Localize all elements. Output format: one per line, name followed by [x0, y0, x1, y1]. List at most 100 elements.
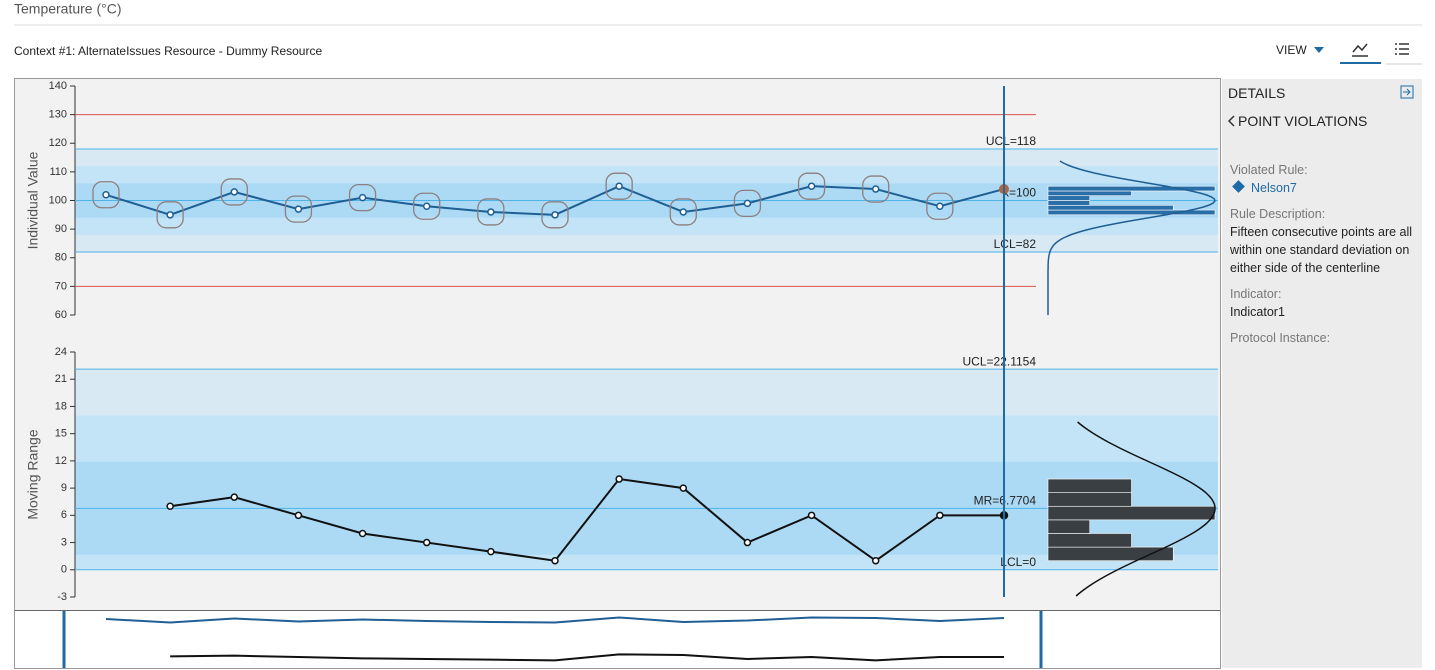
data-point: [358, 529, 367, 538]
histogram-bar: [1047, 519, 1091, 534]
data-point: [230, 188, 239, 196]
data-point: [551, 211, 559, 219]
page-title: Temperature (°C): [14, 1, 122, 17]
data-point: [871, 556, 880, 565]
y-tick-label: 9: [61, 482, 67, 494]
y-tick-label: 80: [55, 252, 67, 264]
data-point: [422, 202, 431, 210]
y-tick-label: -3: [57, 591, 67, 603]
collapse-icon[interactable]: [1400, 85, 1414, 99]
histogram-bar: [1047, 546, 1174, 562]
y-tick-label: 6: [61, 509, 67, 521]
field-value[interactable]: Nelson7: [1230, 179, 1416, 197]
normal-curve: [1075, 421, 1216, 597]
data-point: [743, 538, 752, 547]
normal-curve: [1047, 160, 1216, 315]
y-tick-label: 15: [55, 428, 67, 440]
section-title[interactable]: POINT VIOLATIONS: [1238, 113, 1368, 129]
details-title: DETAILS: [1228, 85, 1286, 101]
y-tick-label: 120: [49, 137, 67, 149]
data-point: [102, 191, 110, 199]
data-point: [551, 556, 559, 565]
back-icon[interactable]: [1227, 114, 1237, 128]
data-point: [807, 182, 816, 190]
violation-highlight: [541, 201, 569, 229]
y-tick-label: 0: [61, 564, 67, 576]
y-tick-label: 140: [49, 80, 67, 92]
histogram-bar: [1047, 204, 1174, 211]
violation-highlight: [605, 172, 633, 200]
data-point: [487, 547, 495, 556]
violation-highlight: [862, 175, 890, 203]
data-point: [294, 205, 303, 213]
list-icon[interactable]: [1395, 43, 1409, 55]
y-tick-label: 24: [55, 346, 67, 358]
y-axis-label: Moving Range: [25, 429, 41, 519]
violation-highlight: [220, 178, 248, 206]
details-fields: Violated Rule: Nelson7 Rule Description: Fi…: [1230, 153, 1416, 347]
series-line: [170, 477, 1004, 562]
histogram-bar: [1047, 185, 1216, 192]
y-axis-label: Individual Value: [25, 151, 41, 249]
data-point: [679, 208, 688, 216]
control-limit-label: UCL=22.1154: [963, 354, 1037, 368]
rule-icon: [1232, 180, 1245, 193]
data-point: [615, 475, 623, 483]
data-point: [871, 185, 880, 193]
data-point: [936, 202, 944, 210]
field-value: Fifteen consecutive points are all withi…: [1230, 225, 1413, 275]
data-point: [422, 538, 431, 547]
y-tick-label: 110: [49, 166, 67, 178]
violation-highlight: [92, 181, 120, 209]
histogram-bar: [1047, 533, 1132, 548]
violation-highlight: [156, 201, 184, 229]
data-point: [936, 511, 944, 520]
view-button[interactable]: VIEW: [1276, 43, 1307, 57]
field-label: Indicator:: [1230, 287, 1282, 301]
control-limit-label: UCL=118: [986, 134, 1036, 148]
y-tick-label: 70: [55, 280, 67, 292]
rule-name[interactable]: Nelson7: [1251, 181, 1297, 195]
field-label: Rule Description:: [1230, 207, 1326, 221]
histogram-bar: [1047, 478, 1132, 493]
data-point: [679, 484, 688, 492]
overview-strip: [15, 611, 1220, 668]
field-value: Indicator1: [1230, 305, 1285, 319]
violation-highlight: [669, 198, 697, 226]
field-label: Violated Rule:: [1230, 163, 1308, 177]
overview-line: [170, 653, 1004, 662]
violation-highlight: [477, 198, 505, 226]
y-tick-label: 12: [55, 455, 67, 467]
data-point: [230, 493, 239, 501]
data-point: [166, 502, 174, 511]
histogram-bar: [1047, 190, 1132, 197]
overview-line: [105, 616, 1005, 624]
y-tick-label: 18: [55, 400, 67, 412]
data-point: [166, 211, 174, 219]
violation-highlight: [413, 192, 441, 220]
chart-icon[interactable]: [1340, 43, 1381, 64]
view-dropdown-arrow[interactable]: [1314, 47, 1324, 53]
histogram-bar: [1047, 505, 1216, 521]
violation-highlight: [348, 183, 377, 212]
data-point: [807, 511, 816, 520]
details-panel: DETAILS POINT VIOLATIONS Violated Rule: N…: [1222, 79, 1422, 668]
violation-highlight: [284, 195, 313, 223]
violation-highlight: [797, 172, 826, 200]
y-tick-label: 3: [61, 536, 67, 548]
context-label: Context #1: AlternateIssues Resource - D…: [14, 44, 322, 58]
y-tick-label: 60: [55, 309, 67, 321]
field-label: Protocol Instance:: [1230, 331, 1331, 345]
data-point: [615, 182, 623, 190]
data-point: [294, 511, 303, 520]
histogram-bar: [1047, 200, 1091, 206]
data-point: [743, 199, 752, 208]
control-limit-label: LCL=0: [1000, 555, 1036, 569]
violation-highlight: [926, 192, 954, 220]
control-limit-label: x̄=100: [1003, 186, 1036, 200]
histogram-bar: [1047, 492, 1132, 507]
histogram-bar: [1047, 195, 1091, 201]
violation-highlight: [733, 189, 762, 218]
